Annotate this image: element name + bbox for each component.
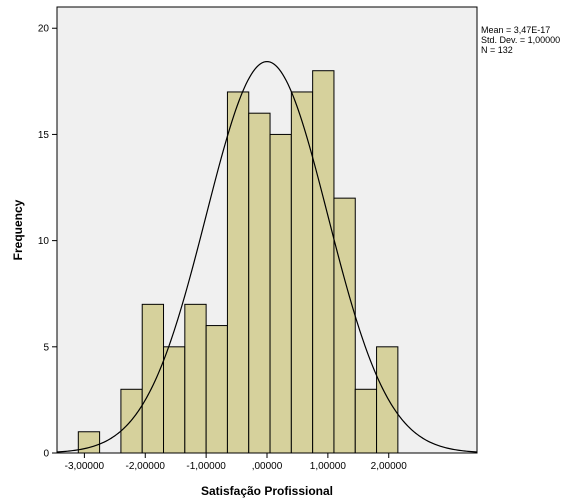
- y-tick-label: 10: [38, 236, 50, 247]
- histogram-bar-9: [269, 133, 292, 454]
- y-axis: 0 5 10 15 20: [38, 24, 57, 460]
- histogram-bar-7: [226, 91, 250, 454]
- y-tick-label: 0: [43, 449, 49, 460]
- histogram-bar-14: [376, 346, 399, 454]
- histogram-bar-6: [205, 325, 228, 454]
- histogram-bar-5: [184, 303, 207, 454]
- x-axis: -3,00000 -2,00000 -1,00000 ,00000 1,00000 2,0…: [65, 453, 408, 472]
- x-tick-label: -1,00000: [186, 461, 226, 472]
- x-tick-label: -2,00000: [126, 461, 166, 472]
- histogram-bar-4: [163, 346, 186, 454]
- x-tick-label: 2,00000: [371, 461, 408, 472]
- y-tick-label: 5: [43, 342, 49, 353]
- x-tick-label: ,00000: [252, 461, 283, 472]
- y-tick-label: 20: [38, 24, 50, 35]
- histogram-bar-12: [333, 197, 356, 454]
- x-tick-label: -3,00000: [65, 461, 105, 472]
- stats-mean: Mean = 3,47E-17: [481, 25, 550, 35]
- x-tick-label: 1,00000: [310, 461, 347, 472]
- stats-std-dev: Std. Dev. = 1,00000: [481, 35, 560, 45]
- stats-n: N = 132: [481, 45, 513, 55]
- histogram-bar-3: [141, 303, 165, 454]
- y-tick-label: 15: [38, 130, 50, 141]
- histogram-bar-13: [354, 388, 378, 454]
- histogram-bar-2: [120, 388, 143, 454]
- x-axis-title: Satisfação Profissional: [201, 484, 333, 498]
- histogram-bar-8: [248, 112, 271, 454]
- y-axis-title: Frequency: [11, 199, 25, 260]
- histogram-bar-1: [77, 431, 101, 454]
- histogram-bar-11: [312, 70, 335, 454]
- stats-legend: Mean = 3,47E-17 Std. Dev. = 1,00000 N = …: [481, 25, 560, 55]
- normal-curve: [56, 60, 478, 453]
